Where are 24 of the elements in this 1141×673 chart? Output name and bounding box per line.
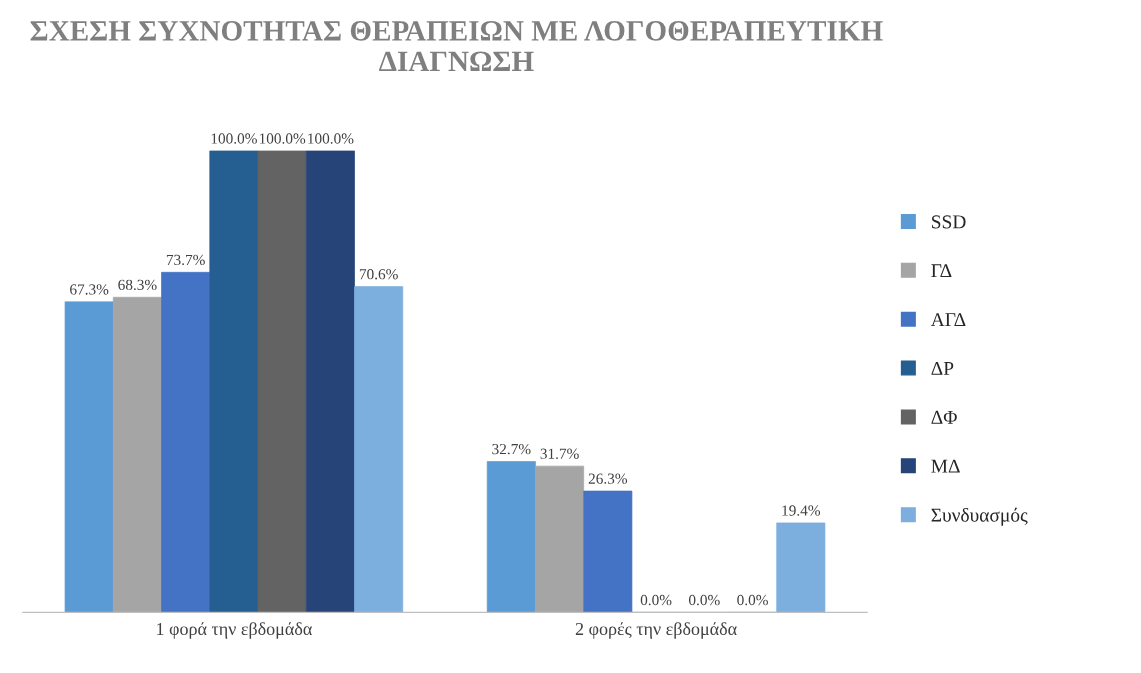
data-label: 67.3% <box>70 284 109 295</box>
x-tick-label: 2 φορές την εβδομάδα <box>575 622 737 639</box>
data-label: 19.4% <box>782 505 821 516</box>
data-label: 0.0% <box>737 594 768 606</box>
legend-label: ΔΡ <box>931 361 954 375</box>
data-label: 0.0% <box>640 594 672 606</box>
data-label: 100.0% <box>259 133 306 144</box>
data-label: 100.0% <box>308 133 354 144</box>
chart-title: ΣΧΕΣΗ ΣΥΧΝΟΤΗΤΑΣ ΘΕΡΑΠΕΙΩΝ ΜΕ ΛΟΓΟΘΕΡΑΠΕΥΤΙΚΗ ΔΙΑΓΝΩΣΗ <box>30 21 883 71</box>
data-label: 26.3% <box>588 473 628 484</box>
legend-label: SSD <box>932 215 966 229</box>
legend-label: ΑΓΔ <box>930 313 966 326</box>
data-label: 100.0% <box>211 133 257 144</box>
legend-label: ΓΔ <box>931 264 952 278</box>
data-label: 0.0% <box>688 594 720 606</box>
legend-label: Συνδυασμός <box>931 507 1028 526</box>
data-label: 73.7% <box>166 254 205 266</box>
data-label: 31.7% <box>540 448 579 459</box>
data-label: 70.6% <box>359 269 398 280</box>
legend-label: ΔΦ <box>931 410 957 424</box>
data-label: 32.7% <box>492 443 531 455</box>
x-tick-label: 1 φορά την εβδομάδα <box>157 622 312 639</box>
data-label: 68.3% <box>118 279 157 291</box>
legend-label: ΜΔ <box>931 459 960 473</box>
